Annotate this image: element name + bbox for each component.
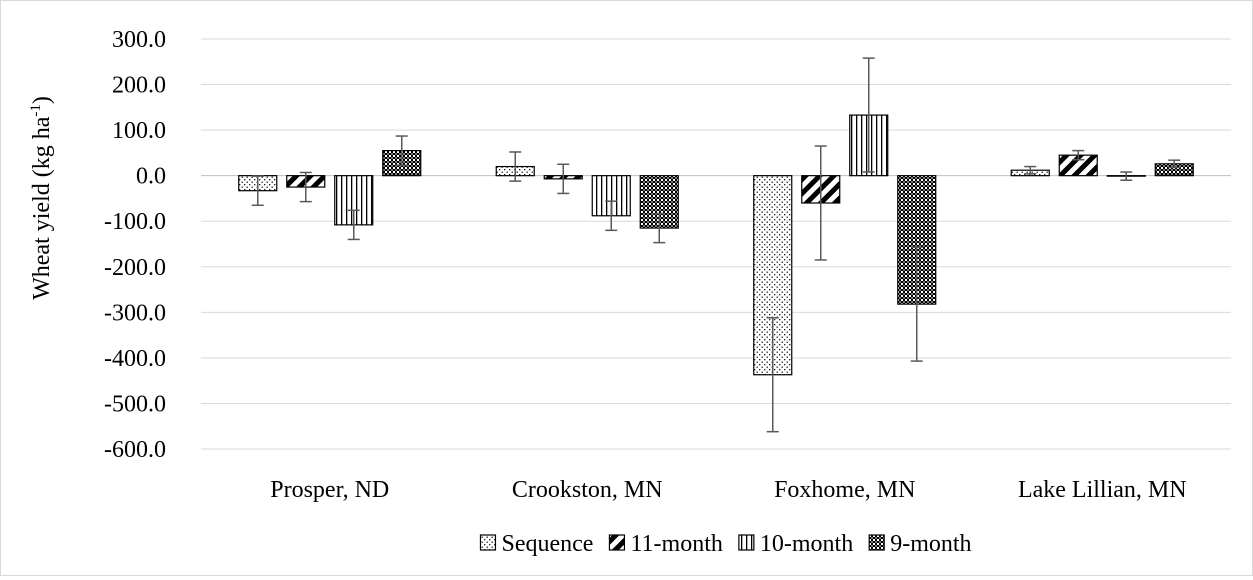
y-axis-title-close: ): [29, 96, 55, 104]
y-tick-label: 0.0: [136, 164, 166, 190]
y-tick-label: 200.0: [112, 73, 166, 99]
y-tick-label: -400.0: [104, 346, 166, 372]
x-axis-category-labels: Prosper, ND Crookston, MN Foxhome, MN Lake …: [270, 477, 1186, 503]
x-category-label: Crookston, MN: [512, 477, 663, 503]
x-category-label: Foxhome, MN: [774, 477, 915, 503]
y-tick-label: 100.0: [112, 118, 166, 144]
x-category-label: Lake Lillian, MN: [1018, 477, 1187, 503]
y-tick-label: -100.0: [104, 209, 166, 235]
legend-label-sequence: Sequence: [501, 531, 593, 557]
y-axis-title: Wheat yield (kg ha-1): [28, 96, 55, 300]
legend-label-10-month: 10-month: [760, 531, 853, 557]
y-tick-label: -500.0: [104, 391, 166, 417]
legend: Sequence 11-month 10-month 9-month: [479, 531, 972, 557]
y-axis-title-main: Wheat yield (kg ha: [29, 116, 55, 300]
y-tick-label: -300.0: [104, 300, 166, 326]
y-tick-label: -600.0: [104, 437, 166, 463]
y-tick-label: -200.0: [104, 255, 166, 281]
bars: [238, 114, 1194, 376]
gridlines: [201, 38, 1231, 450]
legend-label-9-month: 9-month: [890, 531, 971, 557]
legend-label-11-month: 11-month: [630, 531, 722, 557]
legend-swatch-9-month: [868, 534, 885, 551]
x-category-label: Prosper, ND: [270, 477, 389, 503]
y-axis-title-superscript: -1: [28, 104, 44, 117]
y-axis-tick-labels: 300.0 200.0 100.0 0.0 -100.0 -200.0 -300.0 -400…: [104, 27, 166, 463]
legend-swatch-11-month: [608, 534, 626, 551]
legend-swatch-sequence: [479, 534, 497, 551]
legend-swatch-10-month: [738, 534, 755, 551]
y-tick-label: 300.0: [112, 27, 166, 53]
error-bars: [251, 57, 1181, 433]
